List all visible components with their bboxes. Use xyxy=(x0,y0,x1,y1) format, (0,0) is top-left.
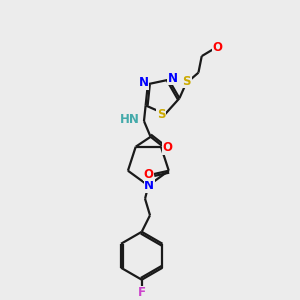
Text: O: O xyxy=(162,141,172,154)
Text: N: N xyxy=(168,72,178,85)
Text: F: F xyxy=(138,286,146,299)
Text: N: N xyxy=(139,76,149,89)
Text: O: O xyxy=(213,41,223,54)
Text: S: S xyxy=(157,108,165,122)
Text: S: S xyxy=(183,75,191,88)
Text: HN: HN xyxy=(120,113,140,126)
Text: N: N xyxy=(144,179,154,192)
Text: O: O xyxy=(143,167,153,181)
